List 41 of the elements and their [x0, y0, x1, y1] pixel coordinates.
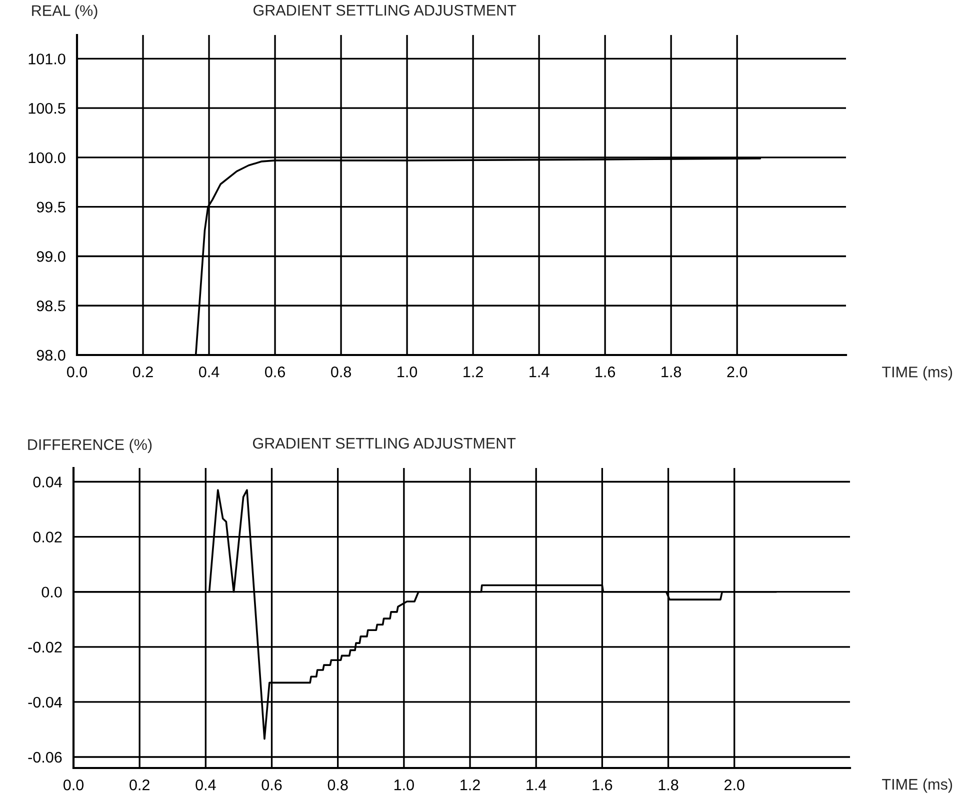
- x-tick-label: 1.0: [398, 366, 418, 378]
- x-axis-title: TIME (ms): [882, 366, 952, 380]
- y-tick-label: 100.0: [28, 152, 66, 164]
- chart-title: GRADIENT SETTLING ADJUSTMENT: [254, 4, 516, 16]
- y-tick-label: 98.0: [36, 350, 66, 361]
- x-tick-label: 0.8: [328, 780, 348, 790]
- x-tick-label: 0.0: [66, 366, 88, 378]
- x-tick-label: 1.0: [394, 780, 414, 790]
- x-tick-label: 0.6: [262, 780, 282, 790]
- y-tick-label: 98.5: [36, 300, 66, 312]
- x-tick-label: 0.2: [130, 780, 150, 790]
- y-tick-label: 99.0: [36, 251, 66, 262]
- y-tick-label: -0.02: [28, 642, 62, 653]
- x-tick-label: 1.6: [592, 780, 612, 790]
- x-tick-label: 0.2: [132, 366, 153, 378]
- y-tick-label: 0.02: [33, 532, 62, 542]
- y-tick-label: -0.04: [28, 696, 62, 708]
- x-tick-label: 0.4: [196, 780, 216, 790]
- x-tick-label: 0.6: [265, 366, 285, 378]
- y-tick-label: -0.06: [28, 752, 62, 763]
- x-tick-label: 0.4: [198, 366, 220, 378]
- y-tick-label: 0.04: [33, 476, 62, 488]
- x-tick-label: 2.0: [724, 780, 744, 790]
- x-tick-label: 2.0: [727, 366, 748, 378]
- y-tick-label: 99.5: [36, 202, 66, 213]
- y-tick-label: 100.5: [28, 102, 66, 114]
- y-tick-label: 101.0: [28, 54, 66, 64]
- x-tick-label: 1.8: [662, 366, 682, 378]
- x-tick-label: 0.8: [331, 366, 351, 378]
- x-tick-label: 1.8: [658, 780, 678, 790]
- chart-title: GRADIENT SETTLING ADJUSTMENT: [253, 438, 516, 449]
- y-axis-title: DIFFERENCE (%): [28, 438, 152, 453]
- x-tick-label: 1.6: [596, 366, 616, 378]
- y-axis-title: REAL (%): [32, 4, 98, 19]
- x-tick-label: 1.2: [464, 366, 483, 378]
- y-tick-label: 0.0: [42, 586, 62, 598]
- x-tick-label: 0.0: [63, 780, 84, 790]
- x-tick-label: 1.2: [460, 780, 480, 790]
- x-tick-label: 1.4: [526, 780, 546, 790]
- x-axis-title: TIME (ms): [882, 778, 952, 793]
- x-tick-label: 1.4: [530, 366, 550, 378]
